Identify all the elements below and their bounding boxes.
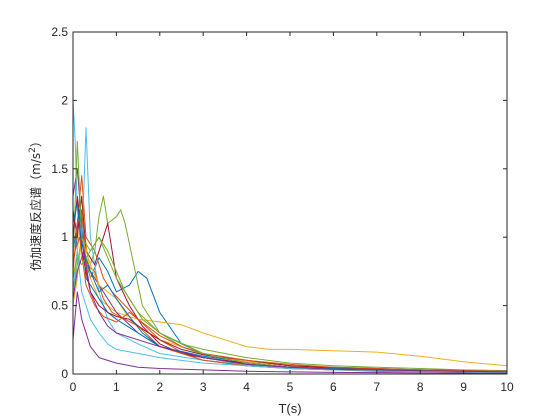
y-tick-label: 0.5 (51, 299, 68, 313)
x-tick-label: 10 (500, 380, 514, 394)
y-axis-title-superscript: 2 (28, 147, 38, 153)
plot-background (73, 32, 507, 374)
series-line-18 (72, 250, 508, 373)
y-tick-label: 0 (61, 367, 68, 381)
series-line-3 (72, 209, 508, 367)
series-layer (72, 100, 508, 374)
y-tick-label: 2.5 (51, 25, 68, 39)
x-tick-label: 0 (70, 380, 77, 394)
x-tick-label: 2 (156, 380, 163, 394)
y-axis-title: 伪加速度反应谱（m/s2） (28, 135, 43, 271)
series-line-11 (72, 291, 508, 374)
x-tick-label: 4 (243, 380, 250, 394)
tick-layer: 0 1 2 3 4 5 6 7 8 9 10 0 0.5 1 1.5 2 2.5 (51, 25, 514, 394)
y-tick-label: 2 (61, 93, 68, 107)
x-tick-label: 8 (417, 380, 424, 394)
y-tick-label: 1 (61, 230, 68, 244)
x-axis-title: T(s) (278, 401, 301, 416)
series-line-13 (72, 250, 508, 373)
x-tick-label: 6 (330, 380, 337, 394)
x-tick-label: 7 (373, 380, 380, 394)
y-axis-title-main: 伪加速度反应谱（m/s (28, 153, 43, 271)
y-tick-label: 1.5 (51, 162, 68, 176)
x-tick-label: 9 (460, 380, 467, 394)
series-line-16 (72, 236, 508, 372)
y-axis-title-close: ） (29, 135, 43, 147)
x-tick-label: 1 (113, 380, 120, 394)
x-tick-label: 5 (287, 380, 294, 394)
x-tick-label: 3 (200, 380, 207, 394)
